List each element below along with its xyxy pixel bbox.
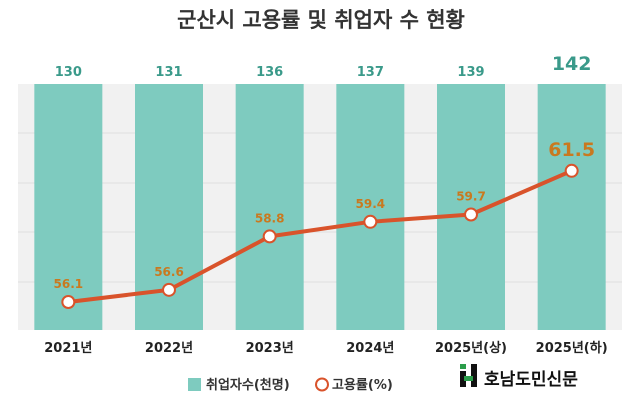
- legend-bar-label: 취업자수(천명): [206, 377, 290, 393]
- rate-value-label: 59.7: [456, 190, 486, 204]
- plot-background: [18, 84, 622, 330]
- bar-value-label: 130: [55, 65, 82, 80]
- rate-value-labels: 56.1 56.6 58.8 59.4 59.7 61.5: [54, 139, 596, 291]
- x-tick-label: 2023년: [246, 341, 294, 356]
- rate-value-label: 61.5: [548, 139, 595, 161]
- x-tick-label: 2024년: [346, 341, 394, 356]
- bar-value-label: 136: [256, 65, 283, 80]
- rate-point: [162, 282, 176, 297]
- bar-value-label: 139: [457, 65, 484, 80]
- bars: [34, 84, 606, 330]
- bar: [537, 84, 606, 330]
- bar-value-label: 142: [552, 53, 592, 75]
- legend-line-swatch: [315, 377, 329, 392]
- x-tick-labels: 2021년 2022년 2023년 2024년 2025년(상) 2025년(하): [44, 340, 607, 356]
- rate-value-label: 59.4: [356, 197, 386, 211]
- bar-value-label: 131: [155, 65, 182, 80]
- x-tick-label: 2025년(상): [435, 341, 507, 356]
- bar: [235, 84, 304, 330]
- rate-point: [262, 229, 277, 244]
- x-tick-label: 2025년(하): [536, 340, 608, 356]
- brand: 호남도민신문: [460, 364, 578, 390]
- rate-point: [61, 295, 76, 309]
- bar: [336, 84, 405, 330]
- rate-point: [363, 214, 378, 229]
- brand-logo-icon: [460, 364, 477, 387]
- grid-lines: [18, 132, 622, 283]
- rate-points: [61, 163, 579, 309]
- legend-bar-swatch: [188, 378, 201, 391]
- rate-value-label: 56.1: [54, 277, 84, 291]
- legend-line-label: 고용률(%): [332, 377, 393, 393]
- brand-name: 호남도민신문: [484, 370, 578, 390]
- rate-point: [564, 163, 579, 178]
- bar: [34, 84, 103, 330]
- rate-value-label: 58.8: [255, 211, 285, 225]
- x-tick-label: 2021년: [44, 341, 92, 356]
- rate-point: [464, 207, 478, 222]
- rate-value-label: 56.6: [154, 265, 184, 279]
- x-tick-label: 2022년: [145, 341, 193, 356]
- bar-value-labels: 130 131 136 137 139 142: [55, 53, 592, 80]
- legend: 취업자수(천명) 고용률(%): [188, 377, 393, 393]
- rate-line-path: [68, 168, 573, 304]
- bar-value-label: 137: [357, 65, 384, 80]
- bar: [437, 84, 505, 330]
- chart-title: 군산시 고용률 및 취업자 수 현황: [177, 8, 465, 32]
- rate-line: [68, 168, 573, 304]
